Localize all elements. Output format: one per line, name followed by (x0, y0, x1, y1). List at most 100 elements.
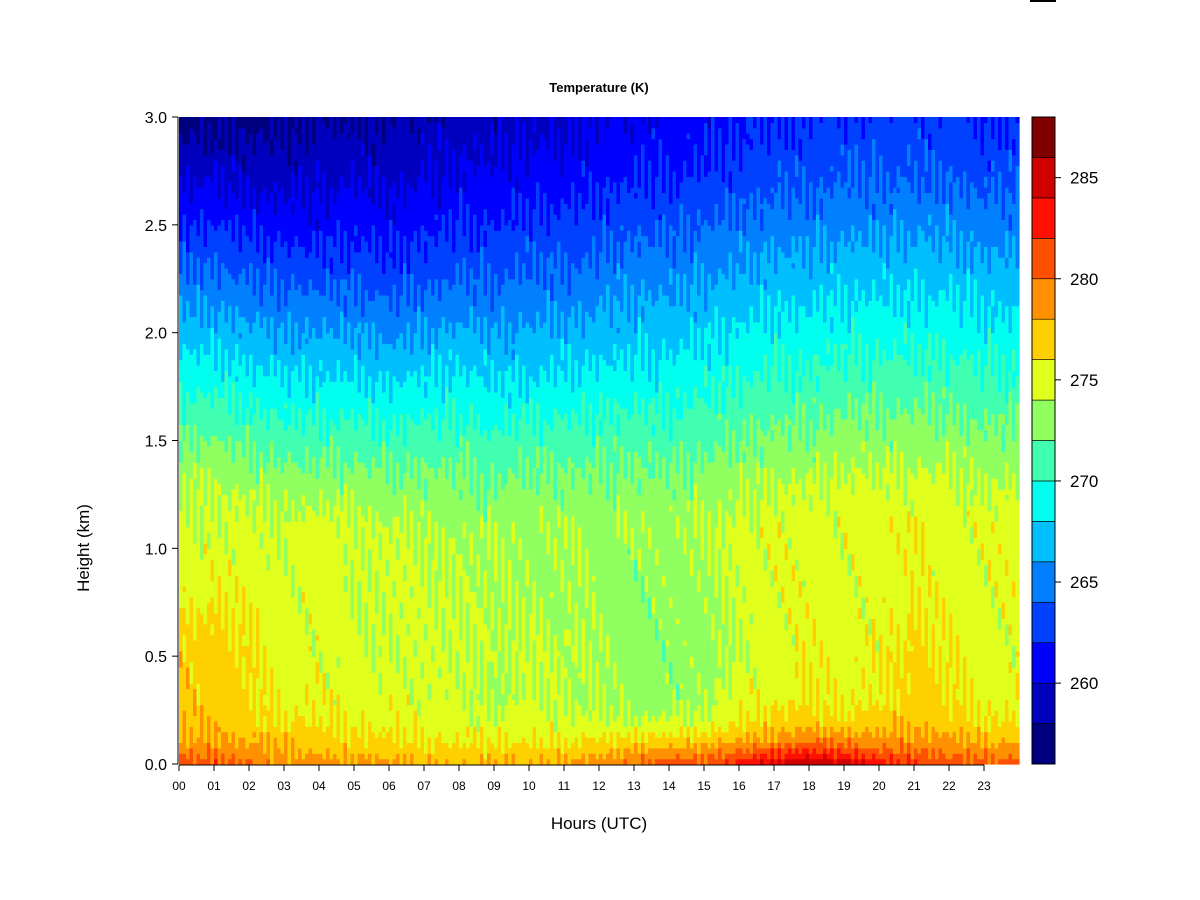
heatmap-cell (221, 290, 225, 296)
heatmap-cell (218, 435, 222, 441)
heatmap-cell (309, 290, 313, 296)
heatmap-cell (260, 316, 264, 322)
heatmap-cell (214, 360, 218, 366)
heatmap-cell (295, 214, 299, 220)
heatmap-cell (295, 295, 299, 301)
heatmap-cell (267, 209, 271, 215)
heatmap-cell (288, 532, 292, 538)
heatmap-cell (270, 656, 274, 662)
heatmap-cell (312, 273, 316, 279)
heatmap-cell (298, 683, 302, 689)
heatmap-cell (253, 387, 257, 393)
heatmap-cell (260, 457, 264, 463)
heatmap-cell (298, 527, 302, 533)
heatmap-cell (274, 149, 278, 155)
heatmap-cell (260, 484, 264, 490)
heatmap-cell (312, 484, 316, 490)
heatmap-cell (225, 484, 229, 490)
heatmap-cell (190, 715, 194, 721)
heatmap-cell (183, 575, 187, 581)
heatmap-cell (291, 683, 295, 689)
heatmap-cell (288, 263, 292, 269)
heatmap-cell (242, 618, 246, 624)
heatmap-cell (190, 192, 194, 198)
heatmap-cell (312, 629, 316, 635)
heatmap-cell (323, 354, 327, 360)
heatmap-cell (312, 414, 316, 420)
heatmap-cell (267, 214, 271, 220)
heatmap-cell (298, 370, 302, 376)
heatmap-cell (239, 662, 243, 668)
heatmap-cell (274, 144, 278, 150)
heatmap-cell (218, 694, 222, 700)
heatmap-cell (316, 597, 320, 603)
heatmap-cell (249, 511, 253, 517)
heatmap-cell (235, 554, 239, 560)
heatmap-cell (242, 171, 246, 177)
heatmap-cell (256, 656, 260, 662)
heatmap-cell (211, 721, 215, 727)
heatmap-cell (211, 462, 215, 468)
heatmap-cell (211, 133, 215, 139)
heatmap-cell (228, 160, 232, 166)
heatmap-cell (183, 667, 187, 673)
heatmap-cell (281, 484, 285, 490)
heatmap-cell (246, 306, 250, 312)
heatmap-cell (274, 327, 278, 333)
heatmap-cell (193, 279, 197, 285)
heatmap-cell (288, 554, 292, 560)
heatmap-cell (249, 742, 253, 748)
heatmap-cell (309, 214, 313, 220)
heatmap-cell (186, 511, 190, 517)
heatmap-cell (274, 446, 278, 452)
heatmap-cell (291, 608, 295, 614)
heatmap-cell (305, 753, 309, 759)
heatmap-cell (295, 473, 299, 479)
heatmap-cell (316, 408, 320, 414)
heatmap-cell (249, 122, 253, 128)
heatmap-cell (204, 187, 208, 193)
heatmap-cell (312, 678, 316, 684)
heatmap-cell (305, 516, 309, 522)
heatmap-cell (302, 166, 306, 172)
heatmap-cell (207, 198, 211, 204)
heatmap-cell (207, 370, 211, 376)
heatmap-cell (235, 144, 239, 150)
heatmap-cell (190, 117, 194, 123)
heatmap-cell (295, 608, 299, 614)
heatmap-cell (295, 699, 299, 705)
heatmap-cell (239, 349, 243, 355)
heatmap-cell (179, 613, 183, 619)
heatmap-cell (246, 155, 250, 161)
heatmap-cell (312, 441, 316, 447)
heatmap-cell (295, 176, 299, 182)
heatmap-cell (291, 338, 295, 344)
heatmap-cell (218, 387, 222, 393)
heatmap-cell (221, 602, 225, 608)
heatmap-cell (239, 300, 243, 306)
heatmap-cell (298, 511, 302, 517)
heatmap-cell (319, 241, 323, 247)
heatmap-cell (253, 376, 257, 382)
heatmap-cell (260, 198, 264, 204)
heatmap-cell (281, 128, 285, 134)
heatmap-cell (253, 290, 257, 296)
heatmap-cell (197, 624, 201, 630)
heatmap-cell (274, 397, 278, 403)
heatmap-cell (239, 494, 243, 500)
heatmap-cell (305, 176, 309, 182)
heatmap-cell (302, 171, 306, 177)
heatmap-cell (204, 656, 208, 662)
heatmap-cell (312, 241, 316, 247)
heatmap-cell (214, 273, 218, 279)
heatmap-cell (302, 559, 306, 565)
heatmap-cell (256, 133, 260, 139)
heatmap-cell (253, 219, 257, 225)
heatmap-cell (204, 478, 208, 484)
heatmap-cell (221, 192, 225, 198)
heatmap-cell (323, 581, 327, 587)
heatmap-cell (274, 419, 278, 425)
heatmap-cell (281, 753, 285, 759)
heatmap-cell (281, 462, 285, 468)
heatmap-cell (312, 192, 316, 198)
